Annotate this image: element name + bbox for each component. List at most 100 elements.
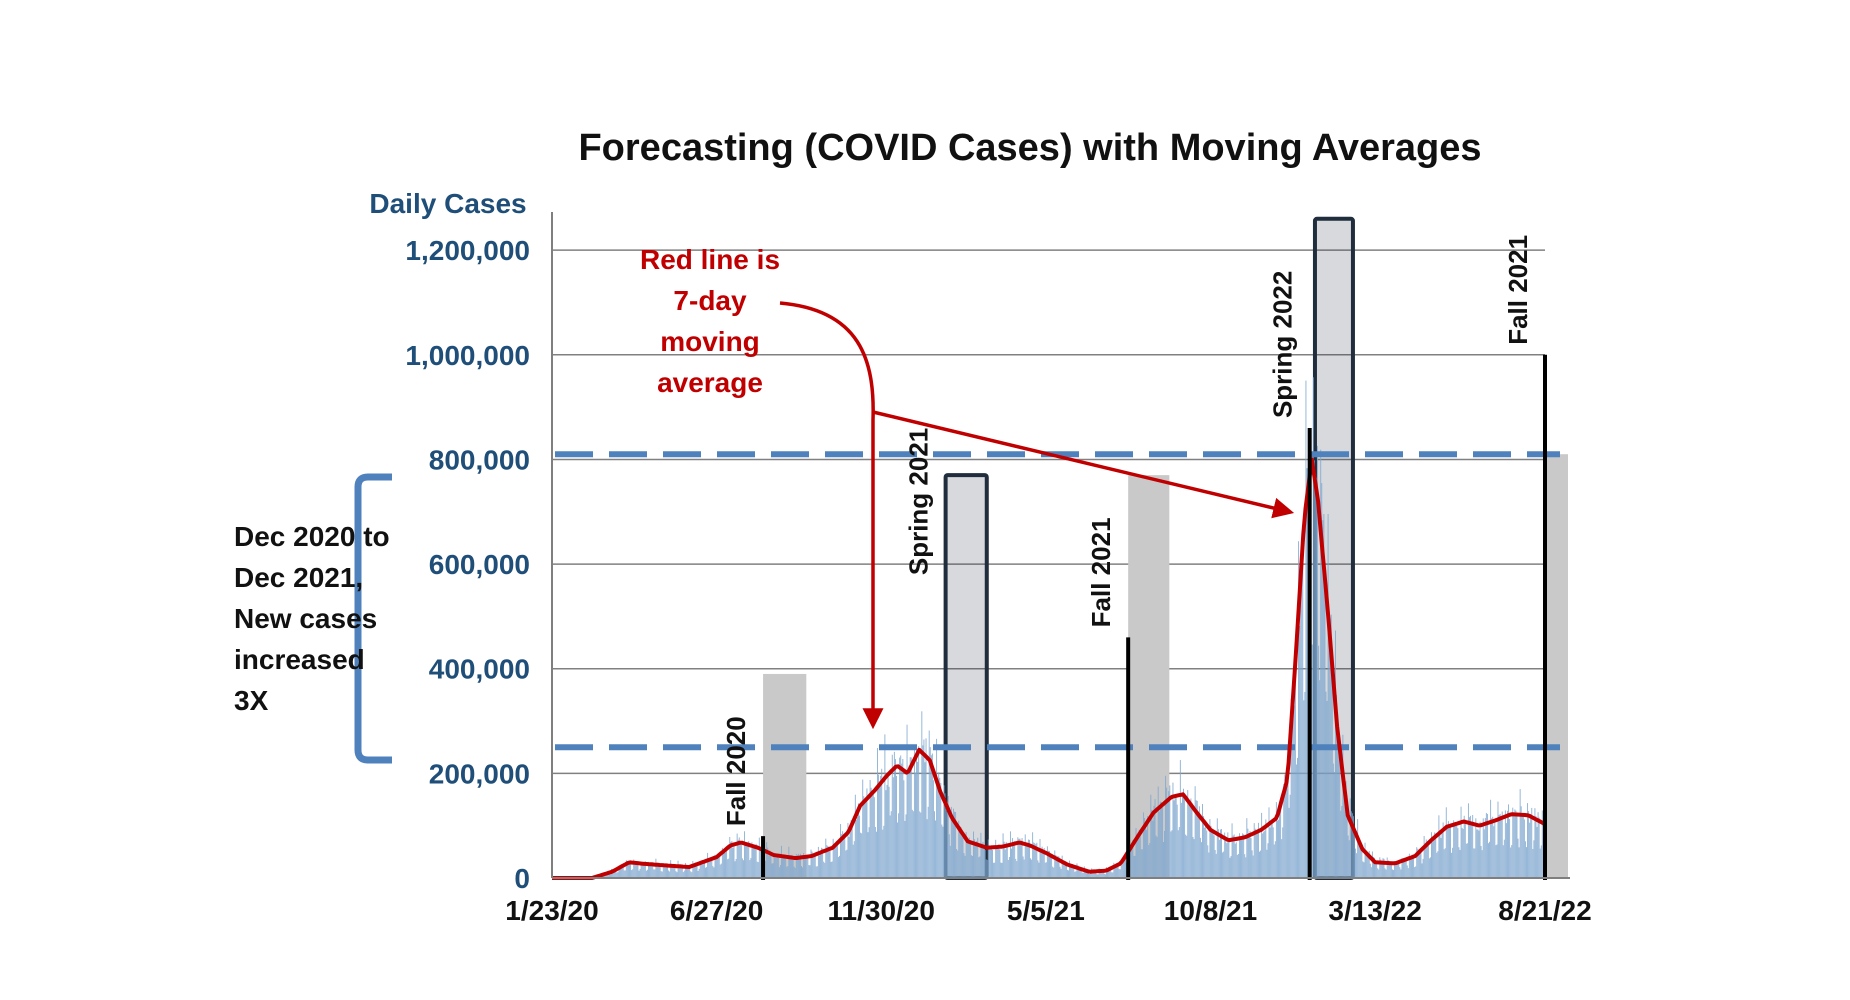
daily-bar (680, 867, 682, 878)
daily-bar (1169, 785, 1171, 878)
daily-bar (938, 772, 940, 878)
daily-bar (955, 811, 957, 878)
daily-bar (776, 857, 778, 878)
daily-bar (795, 853, 797, 878)
daily-bar (960, 826, 962, 878)
daily-bar (867, 832, 869, 878)
daily-bar (1273, 844, 1275, 878)
daily-bar (657, 863, 659, 878)
daily-bar (842, 831, 844, 878)
daily-bar (754, 848, 756, 878)
daily-bar (1327, 514, 1329, 878)
daily-bar (673, 863, 675, 878)
daily-bar (1537, 812, 1539, 878)
daily-bar (1404, 857, 1406, 878)
daily-bar (1477, 829, 1479, 878)
daily-bar (786, 866, 788, 878)
daily-bar (1252, 855, 1254, 878)
daily-bar (854, 794, 856, 878)
daily-bar (1183, 788, 1184, 878)
daily-bar (1402, 858, 1404, 878)
daily-bar (1495, 845, 1497, 878)
daily-bar (1096, 874, 1098, 878)
daily-bar (1005, 842, 1007, 878)
daily-bar (765, 860, 767, 878)
daily-bar (1027, 839, 1029, 878)
daily-bar (1349, 798, 1351, 878)
daily-bar (692, 860, 694, 878)
daily-bar (918, 746, 920, 878)
daily-bar (897, 822, 899, 878)
daily-bar (1204, 827, 1206, 878)
daily-bar (1374, 857, 1375, 878)
daily-bar (928, 730, 930, 878)
daily-bar (1229, 857, 1231, 878)
daily-bar (1200, 842, 1202, 878)
daily-bar (988, 846, 990, 878)
red-note-line-1: Red line is (640, 244, 780, 275)
daily-bar (1361, 845, 1363, 878)
daily-bar (1320, 449, 1322, 878)
daily-bar (1147, 815, 1149, 878)
daily-bar (1341, 806, 1343, 878)
daily-bar (1493, 826, 1495, 878)
daily-bar (1011, 848, 1012, 878)
red-note-line-3: moving (660, 326, 760, 357)
daily-bar (977, 837, 979, 878)
daily-bar (693, 864, 695, 878)
daily-bar (969, 840, 971, 878)
daily-bar (1357, 819, 1359, 878)
daily-bar (1533, 840, 1535, 878)
daily-bar (801, 866, 802, 878)
daily-bar (941, 824, 943, 878)
daily-bar (862, 779, 864, 878)
daily-bar (651, 865, 653, 878)
daily-bar (627, 860, 629, 878)
daily-bar (1035, 844, 1037, 878)
daily-bar (643, 865, 645, 878)
daily-bar (1058, 856, 1060, 878)
daily-bar (942, 826, 944, 878)
daily-bar (1050, 857, 1052, 878)
daily-bar (1436, 852, 1438, 878)
daily-bar (1505, 823, 1507, 878)
daily-bar (725, 852, 727, 878)
daily-bar (1192, 836, 1194, 878)
daily-bar (812, 857, 814, 878)
x-tick-label: 10/8/21 (1164, 895, 1257, 926)
daily-bar (1446, 827, 1448, 878)
daily-bar (1480, 845, 1482, 878)
daily-bar (677, 860, 679, 878)
daily-bar (1053, 867, 1055, 878)
daily-bar (957, 850, 959, 878)
daily-bar (1385, 869, 1387, 878)
daily-bar (1514, 809, 1516, 878)
daily-bar (1263, 831, 1265, 878)
daily-bar (1122, 857, 1124, 878)
daily-bar (998, 844, 1000, 878)
daily-bar (917, 761, 919, 878)
daily-bar (1075, 871, 1077, 878)
daily-bar (645, 870, 647, 878)
daily-bar (859, 815, 861, 878)
daily-bar (1406, 865, 1408, 878)
daily-bar (641, 863, 643, 878)
daily-bar (1419, 850, 1421, 878)
daily-bar (925, 738, 927, 878)
daily-bar (768, 855, 770, 878)
daily-bar (1041, 846, 1043, 878)
daily-bar (900, 755, 902, 878)
daily-bar (1190, 798, 1192, 878)
daily-bar (979, 856, 981, 878)
daily-bar (1474, 848, 1476, 878)
daily-bar (1381, 862, 1383, 878)
daily-bar (787, 866, 789, 878)
daily-bar (908, 765, 910, 878)
daily-bar (943, 785, 945, 878)
daily-bar (1077, 865, 1079, 878)
daily-bar (1303, 700, 1305, 878)
daily-bar (865, 800, 867, 878)
daily-bar (736, 833, 738, 878)
daily-bar (927, 806, 929, 878)
daily-bar (947, 795, 949, 878)
